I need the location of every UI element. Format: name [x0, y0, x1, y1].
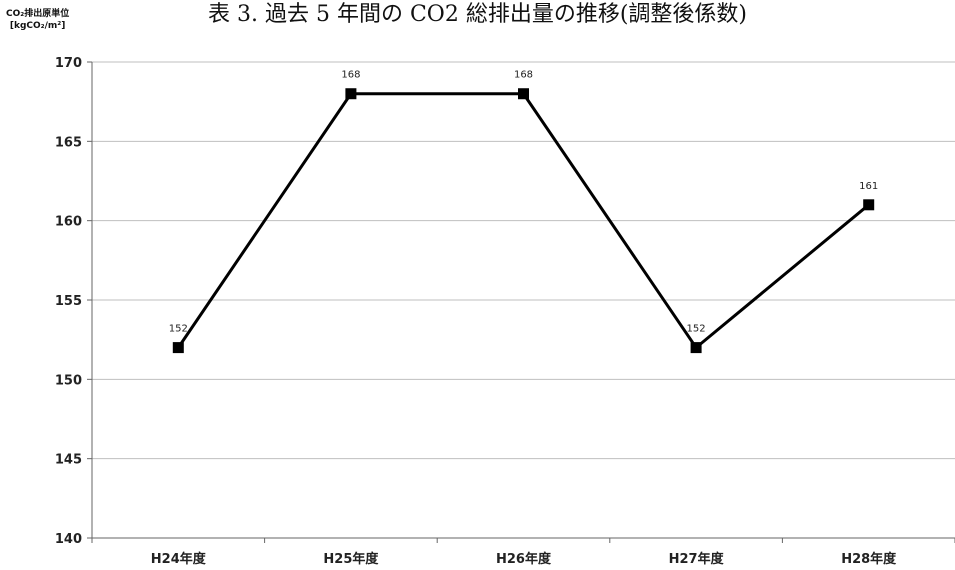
- y-axis-label-line1: CO₂排出原単位: [6, 9, 70, 19]
- data-label: 168: [341, 70, 360, 81]
- x-tick-labels: H24年度 H25年度 H26年度 H27年度 H28年度: [151, 551, 897, 567]
- x-tick-label: H27年度: [669, 551, 725, 567]
- gridlines: [92, 61, 955, 460]
- data-label: 168: [514, 70, 533, 81]
- chart-title: 表 3. 過去 5 年間の CO2 総排出量の推移(調整後係数): [208, 2, 747, 27]
- y-axis-label: CO₂排出原単位 [kgCO₂/m²]: [6, 8, 69, 32]
- y-axis-label-line2: [kgCO₂/m²]: [9, 21, 66, 31]
- y-tick-label: 155: [55, 294, 82, 309]
- y-tick-label: 150: [55, 373, 82, 388]
- data-labels: 152 168 168 152 161: [169, 70, 878, 335]
- y-tick-label: 140: [55, 532, 82, 547]
- data-point-marker: [690, 342, 702, 354]
- data-point-marker: [518, 88, 529, 100]
- data-point-marker: [172, 342, 184, 354]
- x-tick-label: H26年度: [496, 551, 552, 567]
- data-point-marker: [863, 199, 875, 211]
- x-tick-label: H24年度: [151, 551, 207, 567]
- x-tick-label: H28年度: [841, 551, 897, 567]
- markers: [172, 88, 875, 354]
- data-point-marker: [345, 88, 357, 100]
- axes: [87, 61, 955, 543]
- data-label: 152: [687, 324, 706, 335]
- y-tick-label: 145: [55, 453, 82, 468]
- data-label: 152: [169, 324, 188, 335]
- y-tick-label: 160: [55, 215, 82, 230]
- y-tick-label: 165: [55, 135, 82, 150]
- y-tick-labels: 140 145 150 155 160 165 170: [55, 56, 82, 547]
- x-tick-label: H25年度: [323, 551, 379, 567]
- y-tick-label: 170: [55, 56, 82, 71]
- data-label: 161: [859, 181, 878, 192]
